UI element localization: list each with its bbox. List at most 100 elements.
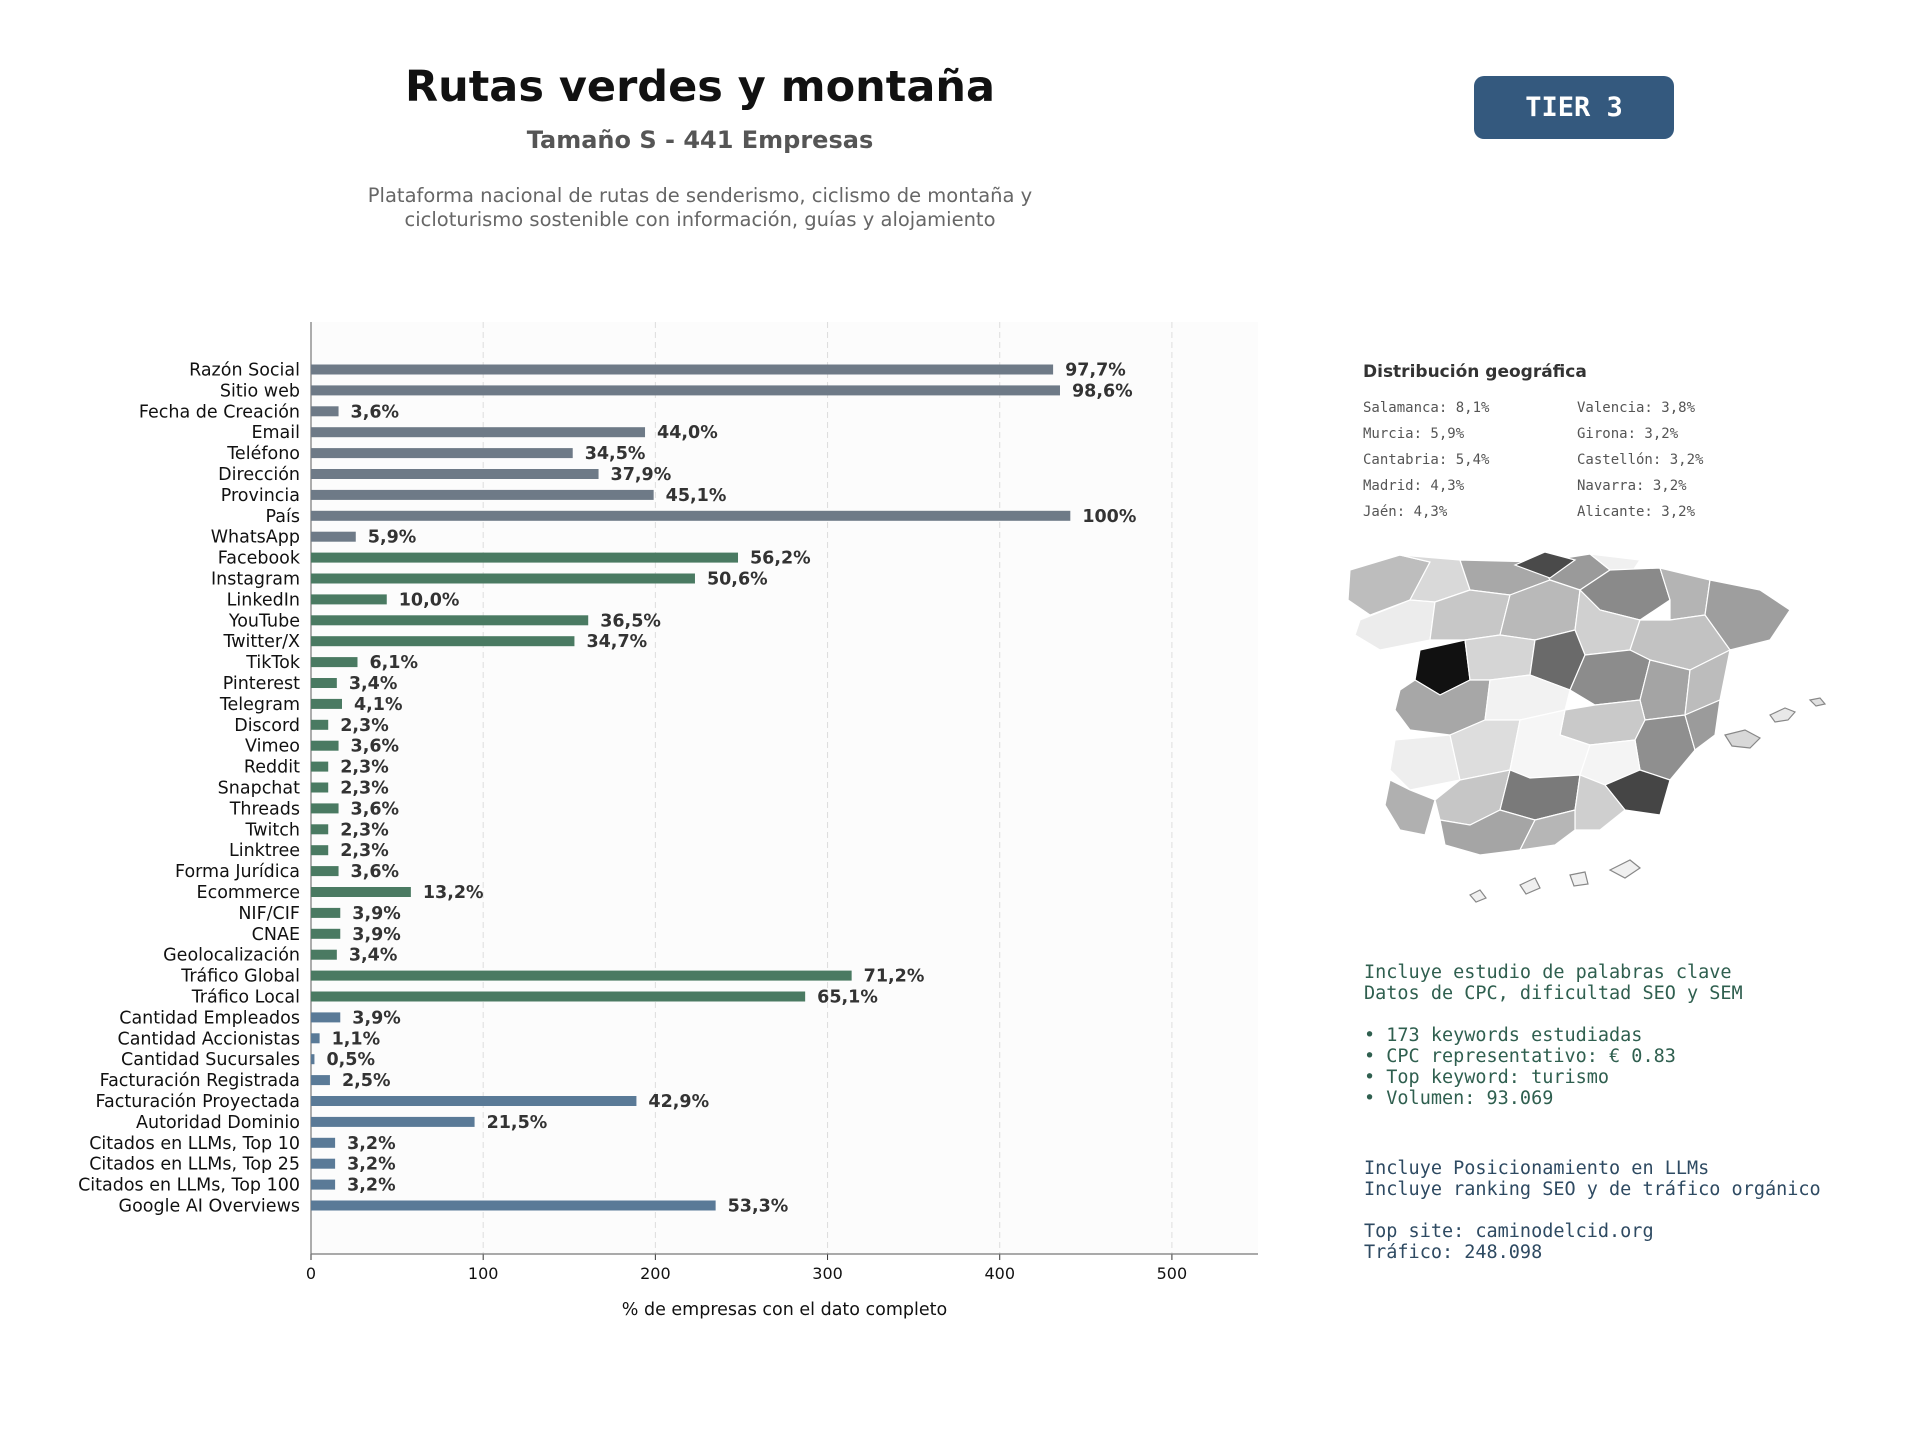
chart-title: Rutas verdes y montaña	[405, 62, 995, 112]
category-label: Citados en LLMs, Top 100	[78, 1176, 300, 1196]
description-line-1: Plataforma nacional de rutas de senderis…	[367, 184, 1033, 207]
llm-line: Top site: caminodelcid.org	[1364, 1221, 1654, 1242]
x-tick-label: 200	[640, 1264, 671, 1283]
x-axis-label: % de empresas con el dato completo	[622, 1300, 947, 1320]
category-label: País	[266, 507, 300, 527]
map-region	[1639, 659, 1691, 721]
bar	[311, 1012, 341, 1023]
value-label: 3,6%	[351, 862, 400, 882]
bar	[311, 970, 852, 981]
x-tick-label: 300	[812, 1264, 843, 1283]
bar	[311, 678, 337, 688]
bar	[311, 594, 387, 605]
bar	[311, 824, 329, 835]
bar	[311, 866, 339, 877]
value-label: 53,3%	[728, 1197, 789, 1217]
value-label: 3,9%	[352, 925, 401, 945]
keywords-bullet: • Top keyword: turismo	[1364, 1067, 1610, 1088]
map-region	[1569, 871, 1589, 887]
x-tick-label: 400	[984, 1264, 1015, 1283]
geo-item: Cantabria: 5,4%	[1363, 452, 1490, 468]
bar	[311, 1096, 637, 1106]
bar	[311, 489, 654, 500]
value-label: 34,5%	[585, 444, 646, 464]
bar	[311, 531, 356, 542]
bar	[311, 1200, 716, 1211]
category-label: Teléfono	[226, 444, 300, 464]
bar	[311, 615, 589, 626]
category-label: Vimeo	[245, 737, 300, 757]
value-label: 42,9%	[648, 1092, 709, 1112]
value-label: 2,3%	[340, 841, 389, 861]
llm-block: Incluye Posicionamiento en LLMs Incluye …	[1364, 1158, 1821, 1263]
keywords-block: Incluye estudio de palabras clave Datos …	[1364, 962, 1743, 1109]
x-tick-label: 500	[1157, 1264, 1188, 1283]
map-region	[1724, 729, 1761, 749]
keywords-bullet: • 173 keywords estudiadas	[1364, 1025, 1643, 1046]
map-region	[1659, 567, 1711, 621]
bar	[311, 719, 329, 730]
value-label: 6,1%	[369, 653, 418, 673]
category-label: WhatsApp	[211, 528, 300, 548]
category-label: Pinterest	[223, 674, 300, 694]
value-label: 3,6%	[351, 402, 400, 422]
value-label: 65,1%	[817, 988, 878, 1008]
bar	[311, 364, 1054, 375]
map-region	[1513, 551, 1577, 579]
bar	[311, 1158, 336, 1169]
category-label: Twitter/X	[222, 632, 300, 652]
geo-item: Murcia: 5,9%	[1363, 426, 1465, 442]
keywords-spacer	[1364, 1004, 1743, 1025]
value-label: 3,4%	[349, 946, 398, 966]
chart-subtitle: Tamaño S - 441 Empresas	[526, 126, 874, 154]
bar	[311, 469, 599, 479]
category-label: Razón Social	[189, 361, 300, 381]
value-label: 3,2%	[347, 1134, 396, 1154]
map-region	[1608, 859, 1642, 879]
bar	[311, 740, 339, 751]
map-region	[1464, 634, 1536, 681]
bar	[311, 907, 341, 918]
category-label: Telegram	[219, 695, 300, 715]
value-label: 50,6%	[707, 570, 768, 590]
llm-line: Tráfico: 248.098	[1364, 1242, 1543, 1263]
map-region	[1389, 734, 1461, 791]
keywords-line: Datos de CPC, dificultad SEO y SEM	[1364, 983, 1743, 1004]
bar	[311, 845, 329, 856]
bar	[311, 698, 342, 709]
bar	[311, 1033, 320, 1044]
bar	[311, 1116, 475, 1127]
value-label: 2,3%	[340, 716, 389, 736]
value-label: 2,3%	[340, 820, 389, 840]
keywords-bullet: • CPC representativo: € 0.83	[1364, 1046, 1676, 1067]
category-label: Geolocalización	[163, 946, 300, 966]
bar	[311, 1137, 336, 1148]
value-label: 2,5%	[342, 1071, 391, 1091]
map-region	[1518, 809, 1576, 851]
category-label: Discord	[234, 716, 300, 736]
spain-map	[1347, 551, 1827, 903]
value-label: 2,3%	[340, 779, 389, 799]
map-region	[1519, 877, 1541, 895]
value-label: 34,7%	[586, 632, 647, 652]
map-region	[1684, 699, 1721, 752]
geo-item: Castellón: 3,2%	[1577, 452, 1704, 468]
bar	[311, 406, 339, 417]
bar	[311, 782, 329, 793]
value-label: 98,6%	[1072, 381, 1133, 401]
category-label: Threads	[229, 799, 300, 819]
category-label: YouTube	[228, 611, 300, 631]
value-label: 3,9%	[352, 904, 401, 924]
value-label: 3,6%	[351, 737, 400, 757]
map-region	[1634, 714, 1696, 781]
x-tick-label: 100	[468, 1264, 499, 1283]
value-label: 3,2%	[347, 1176, 396, 1196]
bar	[311, 928, 341, 939]
category-label: Twitch	[244, 820, 300, 840]
value-label: 0,5%	[326, 1050, 375, 1070]
bar	[311, 573, 695, 584]
llm-spacer	[1364, 1200, 1821, 1221]
category-label: Instagram	[211, 570, 300, 590]
category-label: Dirección	[218, 465, 300, 485]
map-region	[1384, 779, 1436, 836]
